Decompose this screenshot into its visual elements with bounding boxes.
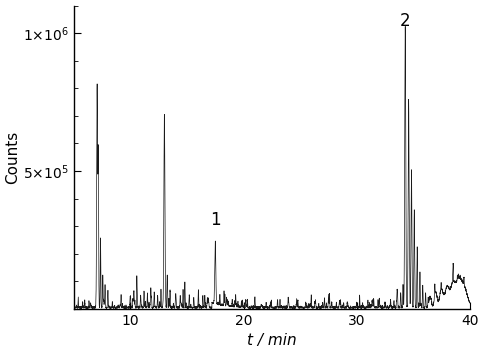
Y-axis label: Counts: Counts	[5, 131, 20, 184]
Text: 2: 2	[400, 12, 410, 30]
Text: 1: 1	[210, 211, 221, 229]
X-axis label: t / min: t / min	[247, 333, 297, 348]
